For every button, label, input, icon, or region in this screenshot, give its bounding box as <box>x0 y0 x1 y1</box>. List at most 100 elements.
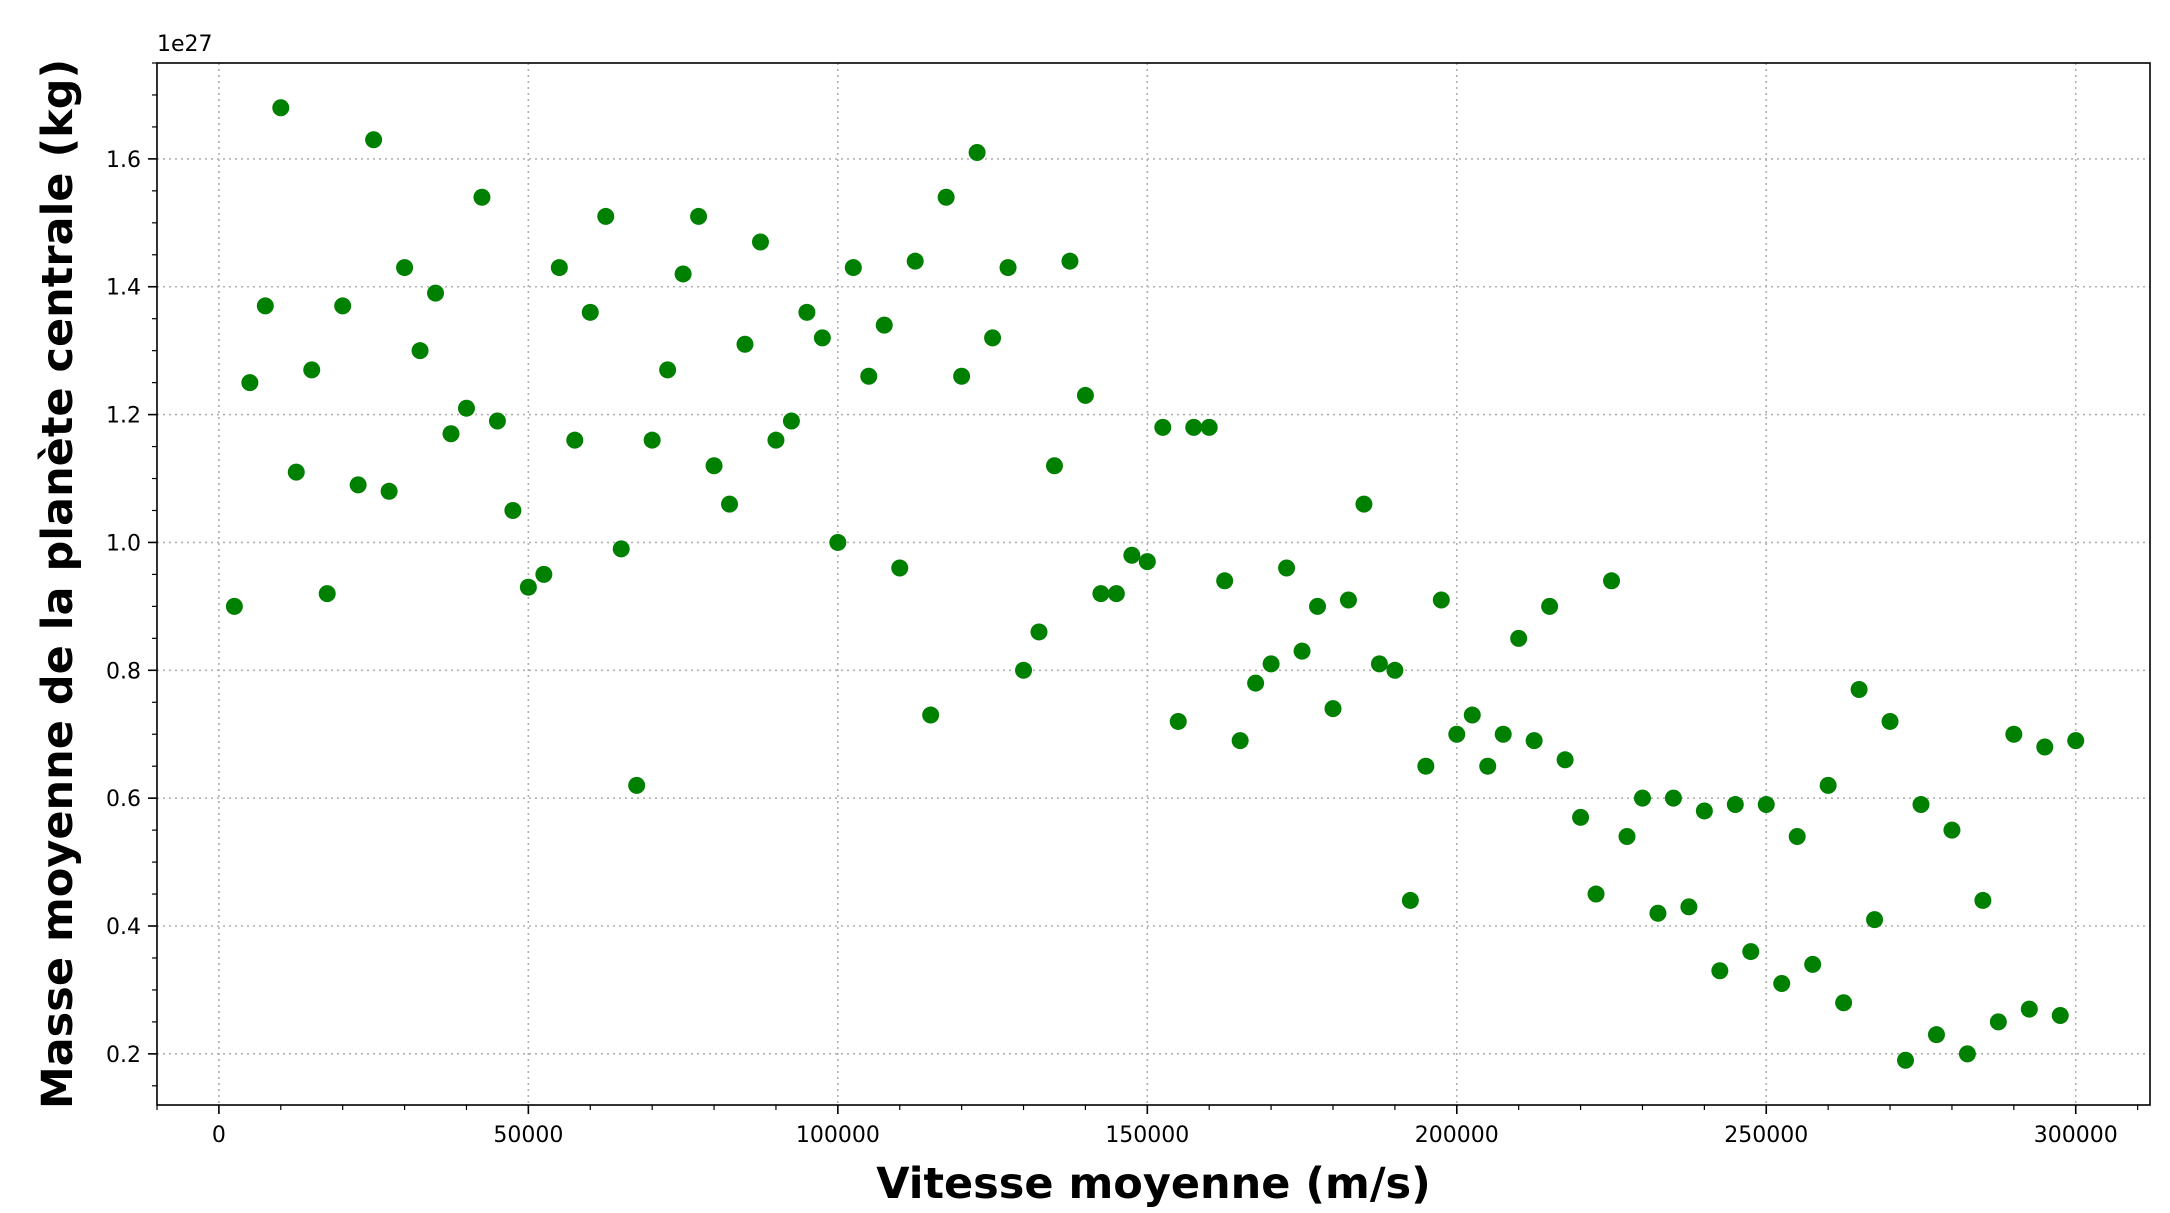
data-point <box>1927 1026 1945 1044</box>
x-tick-label: 250000 <box>1724 1123 1808 1148</box>
data-point <box>1757 796 1775 814</box>
data-point <box>1448 725 1466 743</box>
data-point <box>1788 828 1806 846</box>
data-point <box>612 540 630 558</box>
data-point <box>1278 559 1296 577</box>
x-tick-label: 0 <box>212 1123 226 1148</box>
data-point <box>473 188 491 206</box>
data-point <box>1045 457 1063 475</box>
data-point <box>1835 994 1853 1012</box>
data-point <box>705 457 723 475</box>
data-point <box>1680 898 1698 916</box>
data-point <box>1989 1013 2007 1031</box>
data-point <box>1030 623 1048 641</box>
data-point <box>2051 1007 2069 1025</box>
data-point <box>457 399 475 417</box>
data-point <box>891 559 909 577</box>
data-point <box>1804 955 1822 973</box>
data-point <box>365 131 383 149</box>
data-point <box>1897 1051 1915 1069</box>
y-axis-label: Masse moyenne de la planète centrale (kg… <box>33 59 83 1109</box>
data-point <box>1587 885 1605 903</box>
y-tick-label: 1.4 <box>106 276 141 301</box>
x-tick-label: 50000 <box>493 1123 563 1148</box>
y-tick-label: 0.4 <box>106 915 141 940</box>
data-point <box>396 259 414 277</box>
data-point <box>1200 418 1218 436</box>
data-point <box>380 482 398 500</box>
data-point <box>1386 661 1404 679</box>
grid-lines <box>157 63 2150 1105</box>
data-point <box>1247 674 1265 692</box>
x-tick-label: 150000 <box>1105 1123 1189 1148</box>
y-axis-offset-label: 1e27 <box>157 32 213 57</box>
data-point <box>225 597 243 615</box>
data-point <box>442 425 460 443</box>
data-point <box>968 143 986 161</box>
data-point <box>1525 732 1543 750</box>
data-point <box>1293 642 1311 660</box>
y-tick-label: 0.8 <box>106 659 141 684</box>
data-point <box>581 303 599 321</box>
data-point <box>535 565 553 583</box>
data-point <box>256 297 274 315</box>
data-point <box>628 776 646 794</box>
data-point <box>1881 712 1899 730</box>
data-point <box>1169 712 1187 730</box>
data-point <box>1216 572 1234 590</box>
y-axis-ticks: 0.2 0.4 0.6 0.8 1.0 1.2 1.4 1.6 <box>106 62 157 1087</box>
data-point <box>1231 732 1249 750</box>
data-point <box>953 367 971 385</box>
data-point <box>427 284 445 302</box>
data-point <box>984 329 1002 347</box>
data-point <box>875 316 893 334</box>
data-point <box>2005 725 2023 743</box>
data-point <box>999 259 1017 277</box>
data-point <box>334 297 352 315</box>
data-point <box>1556 751 1574 769</box>
data-point <box>550 259 568 277</box>
data-point <box>1633 789 1651 807</box>
data-point <box>1370 655 1388 673</box>
data-point <box>798 303 816 321</box>
data-point <box>767 431 785 449</box>
data-point <box>1479 757 1497 775</box>
data-point <box>751 233 769 251</box>
data-point <box>1912 796 1930 814</box>
data-point <box>782 412 800 430</box>
data-point <box>1432 591 1450 609</box>
data-point <box>1355 495 1373 513</box>
data-point <box>1309 597 1327 615</box>
x-axis-label: Vitesse moyenne (m/s) <box>876 1159 1431 1209</box>
data-point <box>597 207 615 225</box>
data-point <box>1649 904 1667 922</box>
data-point <box>844 259 862 277</box>
data-point <box>1711 962 1729 980</box>
data-point <box>937 188 955 206</box>
data-point <box>1417 757 1435 775</box>
y-tick-label: 0.2 <box>106 1043 141 1068</box>
data-point <box>1185 418 1203 436</box>
data-point <box>1850 680 1868 698</box>
data-point <box>1015 661 1033 679</box>
data-point <box>1154 418 1172 436</box>
data-point <box>241 374 259 392</box>
data-point <box>829 533 847 551</box>
data-point <box>1742 943 1760 961</box>
data-point <box>1664 789 1682 807</box>
data-point <box>1061 252 1079 270</box>
data-point <box>2036 738 2054 756</box>
data-point <box>643 431 661 449</box>
x-tick-label: 200000 <box>1415 1123 1499 1148</box>
data-point <box>272 99 290 117</box>
data-point <box>1092 585 1110 603</box>
data-point <box>1773 975 1791 993</box>
data-point <box>1107 585 1125 603</box>
data-point <box>488 412 506 430</box>
data-point <box>1958 1045 1976 1063</box>
data-point <box>1541 597 1559 615</box>
data-point <box>860 367 878 385</box>
data-point <box>1866 911 1884 929</box>
